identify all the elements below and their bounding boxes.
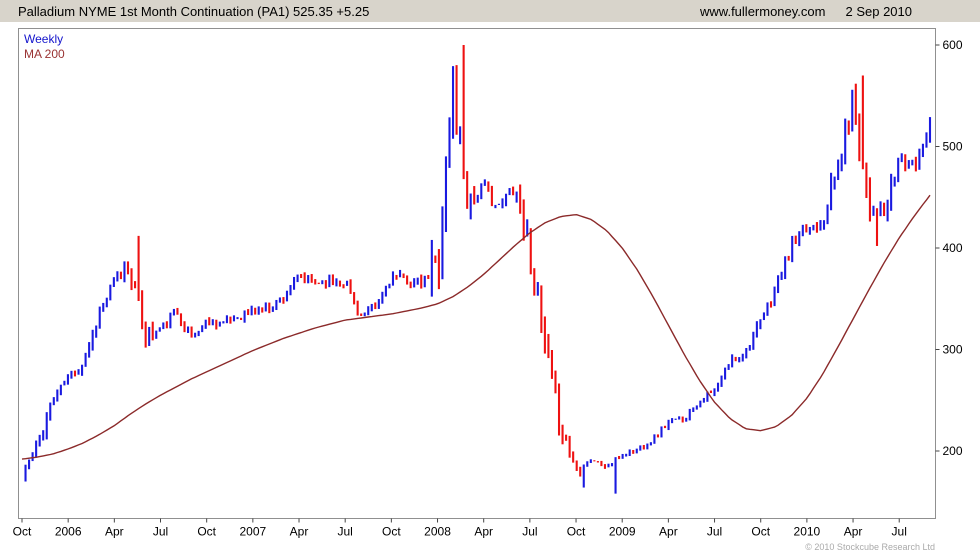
y-axis: 200 300 400 500 600 (935, 38, 963, 458)
svg-text:2006: 2006 (55, 525, 82, 539)
svg-text:2009: 2009 (609, 525, 636, 539)
ma-200-line (21, 194, 931, 460)
legend-weekly-label: Weekly (24, 32, 64, 46)
svg-text:Jul: Jul (892, 525, 907, 539)
svg-text:600: 600 (943, 38, 963, 52)
chart-title: Palladium NYME 1st Month Continuation (P… (18, 3, 370, 19)
svg-text:Oct: Oct (751, 525, 770, 539)
plot-border (18, 28, 936, 519)
copyright-note: © 2010 Stockcube Research Ltd (805, 542, 935, 552)
svg-text:Jul: Jul (707, 525, 722, 539)
chart-header: Palladium NYME 1st Month Continuation (P… (0, 0, 980, 22)
fullermoney-link[interactable]: www.fullermoney.com (700, 3, 826, 19)
price-bars (24, 45, 932, 494)
svg-text:Oct: Oct (567, 525, 586, 539)
svg-text:200: 200 (943, 444, 963, 458)
svg-text:300: 300 (943, 343, 963, 357)
svg-text:Apr: Apr (474, 525, 493, 539)
x-axis: Oct 2006 Apr Jul Oct 2007 Apr Jul Oct 2008 Apr Jul O… (13, 518, 907, 539)
legend-ma200-label: MA 200 (24, 47, 65, 61)
svg-text:400: 400 (943, 241, 963, 255)
svg-text:Jul: Jul (522, 525, 537, 539)
svg-text:Apr: Apr (290, 525, 309, 539)
svg-text:Oct: Oct (197, 525, 216, 539)
svg-text:Apr: Apr (105, 525, 124, 539)
svg-text:Oct: Oct (382, 525, 401, 539)
svg-text:500: 500 (943, 140, 963, 154)
svg-text:Apr: Apr (659, 525, 678, 539)
svg-text:Jul: Jul (338, 525, 353, 539)
svg-text:Apr: Apr (844, 525, 863, 539)
svg-text:2008: 2008 (424, 525, 451, 539)
svg-text:2007: 2007 (239, 525, 266, 539)
svg-text:Jul: Jul (153, 525, 168, 539)
svg-text:2010: 2010 (794, 525, 821, 539)
chart-date: 2 Sep 2010 (845, 3, 912, 19)
svg-text:Oct: Oct (13, 525, 32, 539)
